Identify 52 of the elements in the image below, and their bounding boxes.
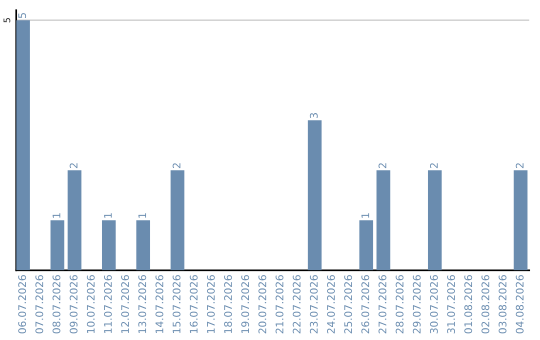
x-tick-label: 30.07.2026 — [430, 275, 438, 334]
data-label: 1 — [104, 213, 112, 218]
data-label: 2 — [516, 163, 524, 168]
x-tick-label: 16.07.2026 — [190, 275, 198, 333]
x-tick-label: 28.07.2026 — [396, 275, 404, 334]
x-tick-label: 01.08.2026 — [464, 275, 472, 334]
data-label: 2 — [430, 163, 438, 168]
x-tick-label: 26.07.2026 — [361, 275, 370, 334]
x-tick-label: 31.07.2026 — [447, 275, 456, 334]
data-label: 1 — [52, 213, 60, 218]
x-tick-label: 23.07.2026 — [310, 275, 318, 334]
bar — [50, 220, 64, 270]
x-tick-label: 24.07.2026 — [327, 275, 335, 334]
data-label: 2 — [172, 163, 180, 168]
x-tick-label: 27.07.2026 — [378, 275, 386, 334]
bar — [428, 170, 442, 270]
bar — [359, 220, 374, 270]
x-tick-label: 07.07.2026 — [35, 275, 44, 334]
bar — [68, 170, 82, 270]
x-tick-label: 25.07.2026 — [344, 275, 352, 334]
x-tick-label: 04.08.2026 — [516, 275, 524, 334]
x-tick-label: 22.07.2026 — [292, 275, 301, 334]
bar — [136, 220, 150, 270]
bar — [308, 120, 322, 270]
x-tick-label: 11.07.2026 — [104, 275, 112, 333]
data-label: 5 — [18, 13, 26, 18]
x-tick-label: 03.08.2026 — [498, 275, 506, 334]
x-tick-label: 08.07.2026 — [52, 275, 60, 334]
data-label: 2 — [70, 163, 78, 168]
data-label: 2 — [378, 163, 386, 168]
x-tick-label: 21.07.2026 — [276, 275, 284, 334]
bar — [16, 20, 30, 270]
x-tick-label: 13.07.2026 — [138, 275, 146, 333]
x-tick-label: 06.07.2026 — [18, 275, 26, 334]
x-tick-label: 09.07.2026 — [70, 275, 78, 334]
data-label: 3 — [310, 113, 318, 118]
x-tick-label: 17.07.2026 — [206, 275, 215, 333]
x-tick-label: 19.07.2026 — [241, 275, 250, 333]
bar — [102, 220, 116, 270]
bar — [514, 170, 528, 270]
x-tick-label: 14.07.2026 — [155, 275, 164, 333]
x-tick-label: 15.07.2026 — [172, 275, 180, 333]
x-tick-label: 02.08.2026 — [481, 275, 490, 334]
x-tick-label: 10.07.2026 — [86, 275, 95, 333]
x-tick-label: 18.07.2026 — [224, 275, 232, 333]
x-tick-label: 20.07.2026 — [258, 275, 266, 334]
data-label: 1 — [138, 213, 146, 218]
x-tick-label: 12.07.2026 — [121, 275, 130, 333]
x-tick-label: 29.07.2026 — [412, 275, 421, 334]
bar — [170, 170, 184, 270]
bar — [376, 170, 390, 270]
data-label: 1 — [361, 213, 370, 218]
